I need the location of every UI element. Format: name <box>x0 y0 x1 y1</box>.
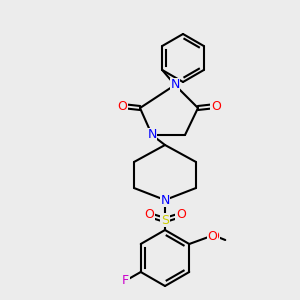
Text: F: F <box>122 274 129 286</box>
Text: O: O <box>207 230 217 242</box>
Text: S: S <box>161 214 169 226</box>
Text: N: N <box>147 128 157 142</box>
Text: N: N <box>170 79 180 92</box>
Text: O: O <box>144 208 154 221</box>
Text: O: O <box>209 230 219 242</box>
Text: O: O <box>211 100 221 112</box>
Text: N: N <box>160 194 170 206</box>
Text: O: O <box>176 208 186 221</box>
Text: O: O <box>117 100 127 112</box>
